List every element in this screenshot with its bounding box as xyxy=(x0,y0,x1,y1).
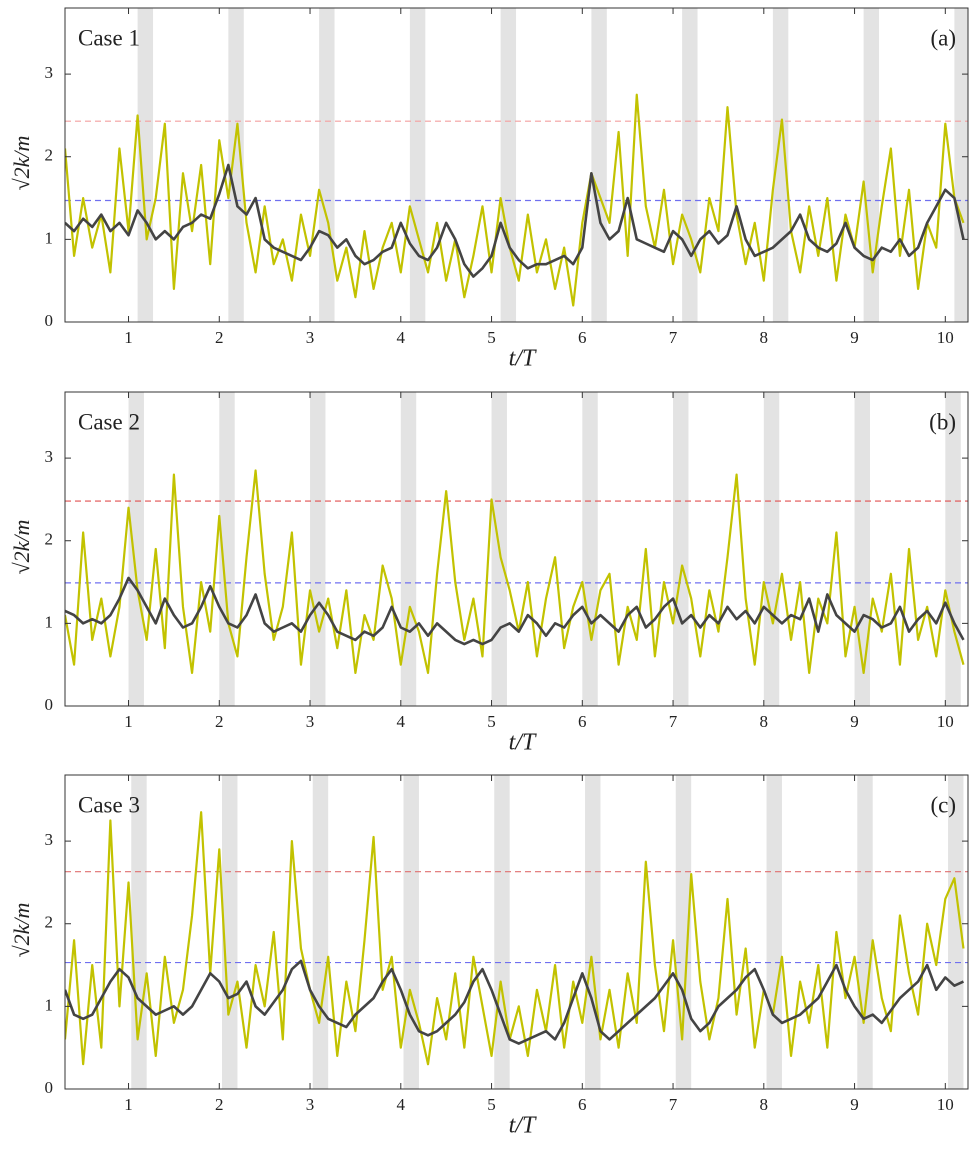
x-tick-label: 7 xyxy=(669,328,678,347)
plot-area xyxy=(65,775,968,1089)
x-tick-label: 4 xyxy=(397,328,406,347)
y-tick-label: 1 xyxy=(45,612,54,631)
y-tick-label: 2 xyxy=(45,913,54,932)
shaded-region xyxy=(131,775,147,1089)
series-line xyxy=(65,811,965,1066)
x-tick-label: 3 xyxy=(306,1095,315,1114)
shaded-region xyxy=(228,8,244,322)
shaded-region xyxy=(319,8,335,322)
x-tick-label: 10 xyxy=(937,328,954,347)
x-tick-label: 10 xyxy=(937,1095,954,1114)
x-tick-label: 10 xyxy=(937,712,954,731)
shaded-region xyxy=(312,775,329,1089)
x-tick-label: 1 xyxy=(124,328,133,347)
x-tick-label: 6 xyxy=(578,712,587,731)
x-axis-label: t/T xyxy=(509,1113,537,1139)
y-tick-label: 1 xyxy=(45,995,54,1014)
plot-area xyxy=(65,392,968,706)
x-tick-label: 8 xyxy=(760,712,769,731)
shaded-region xyxy=(863,8,880,322)
shaded-region xyxy=(945,392,961,706)
x-tick-label: 2 xyxy=(215,1095,224,1114)
x-tick-label: 9 xyxy=(850,328,859,347)
x-tick-label: 1 xyxy=(124,712,133,731)
y-tick-label: 2 xyxy=(45,530,54,549)
plot-frame xyxy=(64,391,969,707)
y-tick-label: 0 xyxy=(45,695,54,714)
shaded-region xyxy=(500,8,517,322)
shaded-region xyxy=(582,392,598,706)
shaded-region xyxy=(219,392,235,706)
panel-label: (c) xyxy=(930,792,956,817)
shaded-region xyxy=(137,8,154,322)
y-tick-label: 0 xyxy=(45,1078,54,1097)
x-tick-label: 2 xyxy=(215,328,224,347)
shaded-region xyxy=(682,8,698,322)
x-axis-label: t/T xyxy=(509,346,537,372)
panel: 1 2 3 4 5 6 7 8 9 10 0 1 2 3 Case 1 (a) t/T √2k/m xyxy=(9,7,969,372)
series-line xyxy=(65,163,965,278)
shaded-region xyxy=(948,775,964,1089)
series-line xyxy=(65,469,965,675)
panel-label: (b) xyxy=(929,409,956,434)
x-tick-label: 6 xyxy=(578,1095,587,1114)
x-tick-label: 5 xyxy=(487,712,496,731)
shaded-region xyxy=(310,392,326,706)
x-tick-label: 7 xyxy=(669,1095,678,1114)
x-tick-label: 7 xyxy=(669,712,678,731)
shaded-region xyxy=(857,775,873,1089)
plot-frame xyxy=(64,774,969,1090)
shaded-region xyxy=(766,775,782,1089)
shaded-region xyxy=(585,775,601,1089)
y-axis-label: √2k/m xyxy=(9,903,34,958)
shaded-region xyxy=(400,392,417,706)
series-line xyxy=(65,959,964,1045)
x-tick-label: 6 xyxy=(578,328,587,347)
panel-title: Case 2 xyxy=(78,409,140,434)
x-tick-label: 9 xyxy=(850,712,859,731)
x-tick-label: 8 xyxy=(760,328,769,347)
panel-label: (a) xyxy=(930,25,956,50)
y-tick-label: 2 xyxy=(45,146,54,165)
y-axis-label: √2k/m xyxy=(9,520,34,575)
plot-area xyxy=(65,8,968,322)
panel: 1 2 3 4 5 6 7 8 9 10 0 1 2 3 Case 3 (c) t/T √2k/m xyxy=(9,774,969,1139)
x-tick-label: 2 xyxy=(215,712,224,731)
shaded-region xyxy=(403,775,419,1089)
x-tick-label: 4 xyxy=(397,712,406,731)
y-tick-label: 3 xyxy=(45,447,54,466)
x-tick-label: 1 xyxy=(124,1095,133,1114)
shaded-region xyxy=(128,392,144,706)
x-tick-label: 3 xyxy=(306,712,315,731)
x-tick-label: 9 xyxy=(850,1095,859,1114)
shaded-region xyxy=(591,8,607,322)
y-tick-label: 3 xyxy=(45,830,54,849)
x-tick-label: 8 xyxy=(760,1095,769,1114)
shaded-region xyxy=(954,8,968,322)
x-axis-label: t/T xyxy=(509,730,537,756)
series-line xyxy=(65,93,965,307)
series-line xyxy=(65,576,965,646)
y-tick-label: 3 xyxy=(45,63,54,82)
shaded-region xyxy=(494,775,510,1089)
panel: 1 2 3 4 5 6 7 8 9 10 0 1 2 3 Case 2 (b) t/T √2k/m xyxy=(9,391,969,756)
panel-title: Case 3 xyxy=(78,792,140,817)
x-tick-label: 4 xyxy=(397,1095,406,1114)
x-tick-label: 5 xyxy=(487,1095,496,1114)
x-tick-label: 3 xyxy=(306,328,315,347)
plot-frame xyxy=(64,7,969,323)
panel-title: Case 1 xyxy=(78,25,140,50)
shaded-region xyxy=(222,775,238,1089)
shaded-region xyxy=(409,8,426,322)
y-tick-label: 1 xyxy=(45,228,54,247)
y-axis-label: √2k/m xyxy=(9,136,34,191)
shaded-region xyxy=(763,392,780,706)
y-tick-label: 0 xyxy=(45,311,54,330)
shaded-region xyxy=(673,392,689,706)
x-tick-label: 5 xyxy=(487,328,496,347)
